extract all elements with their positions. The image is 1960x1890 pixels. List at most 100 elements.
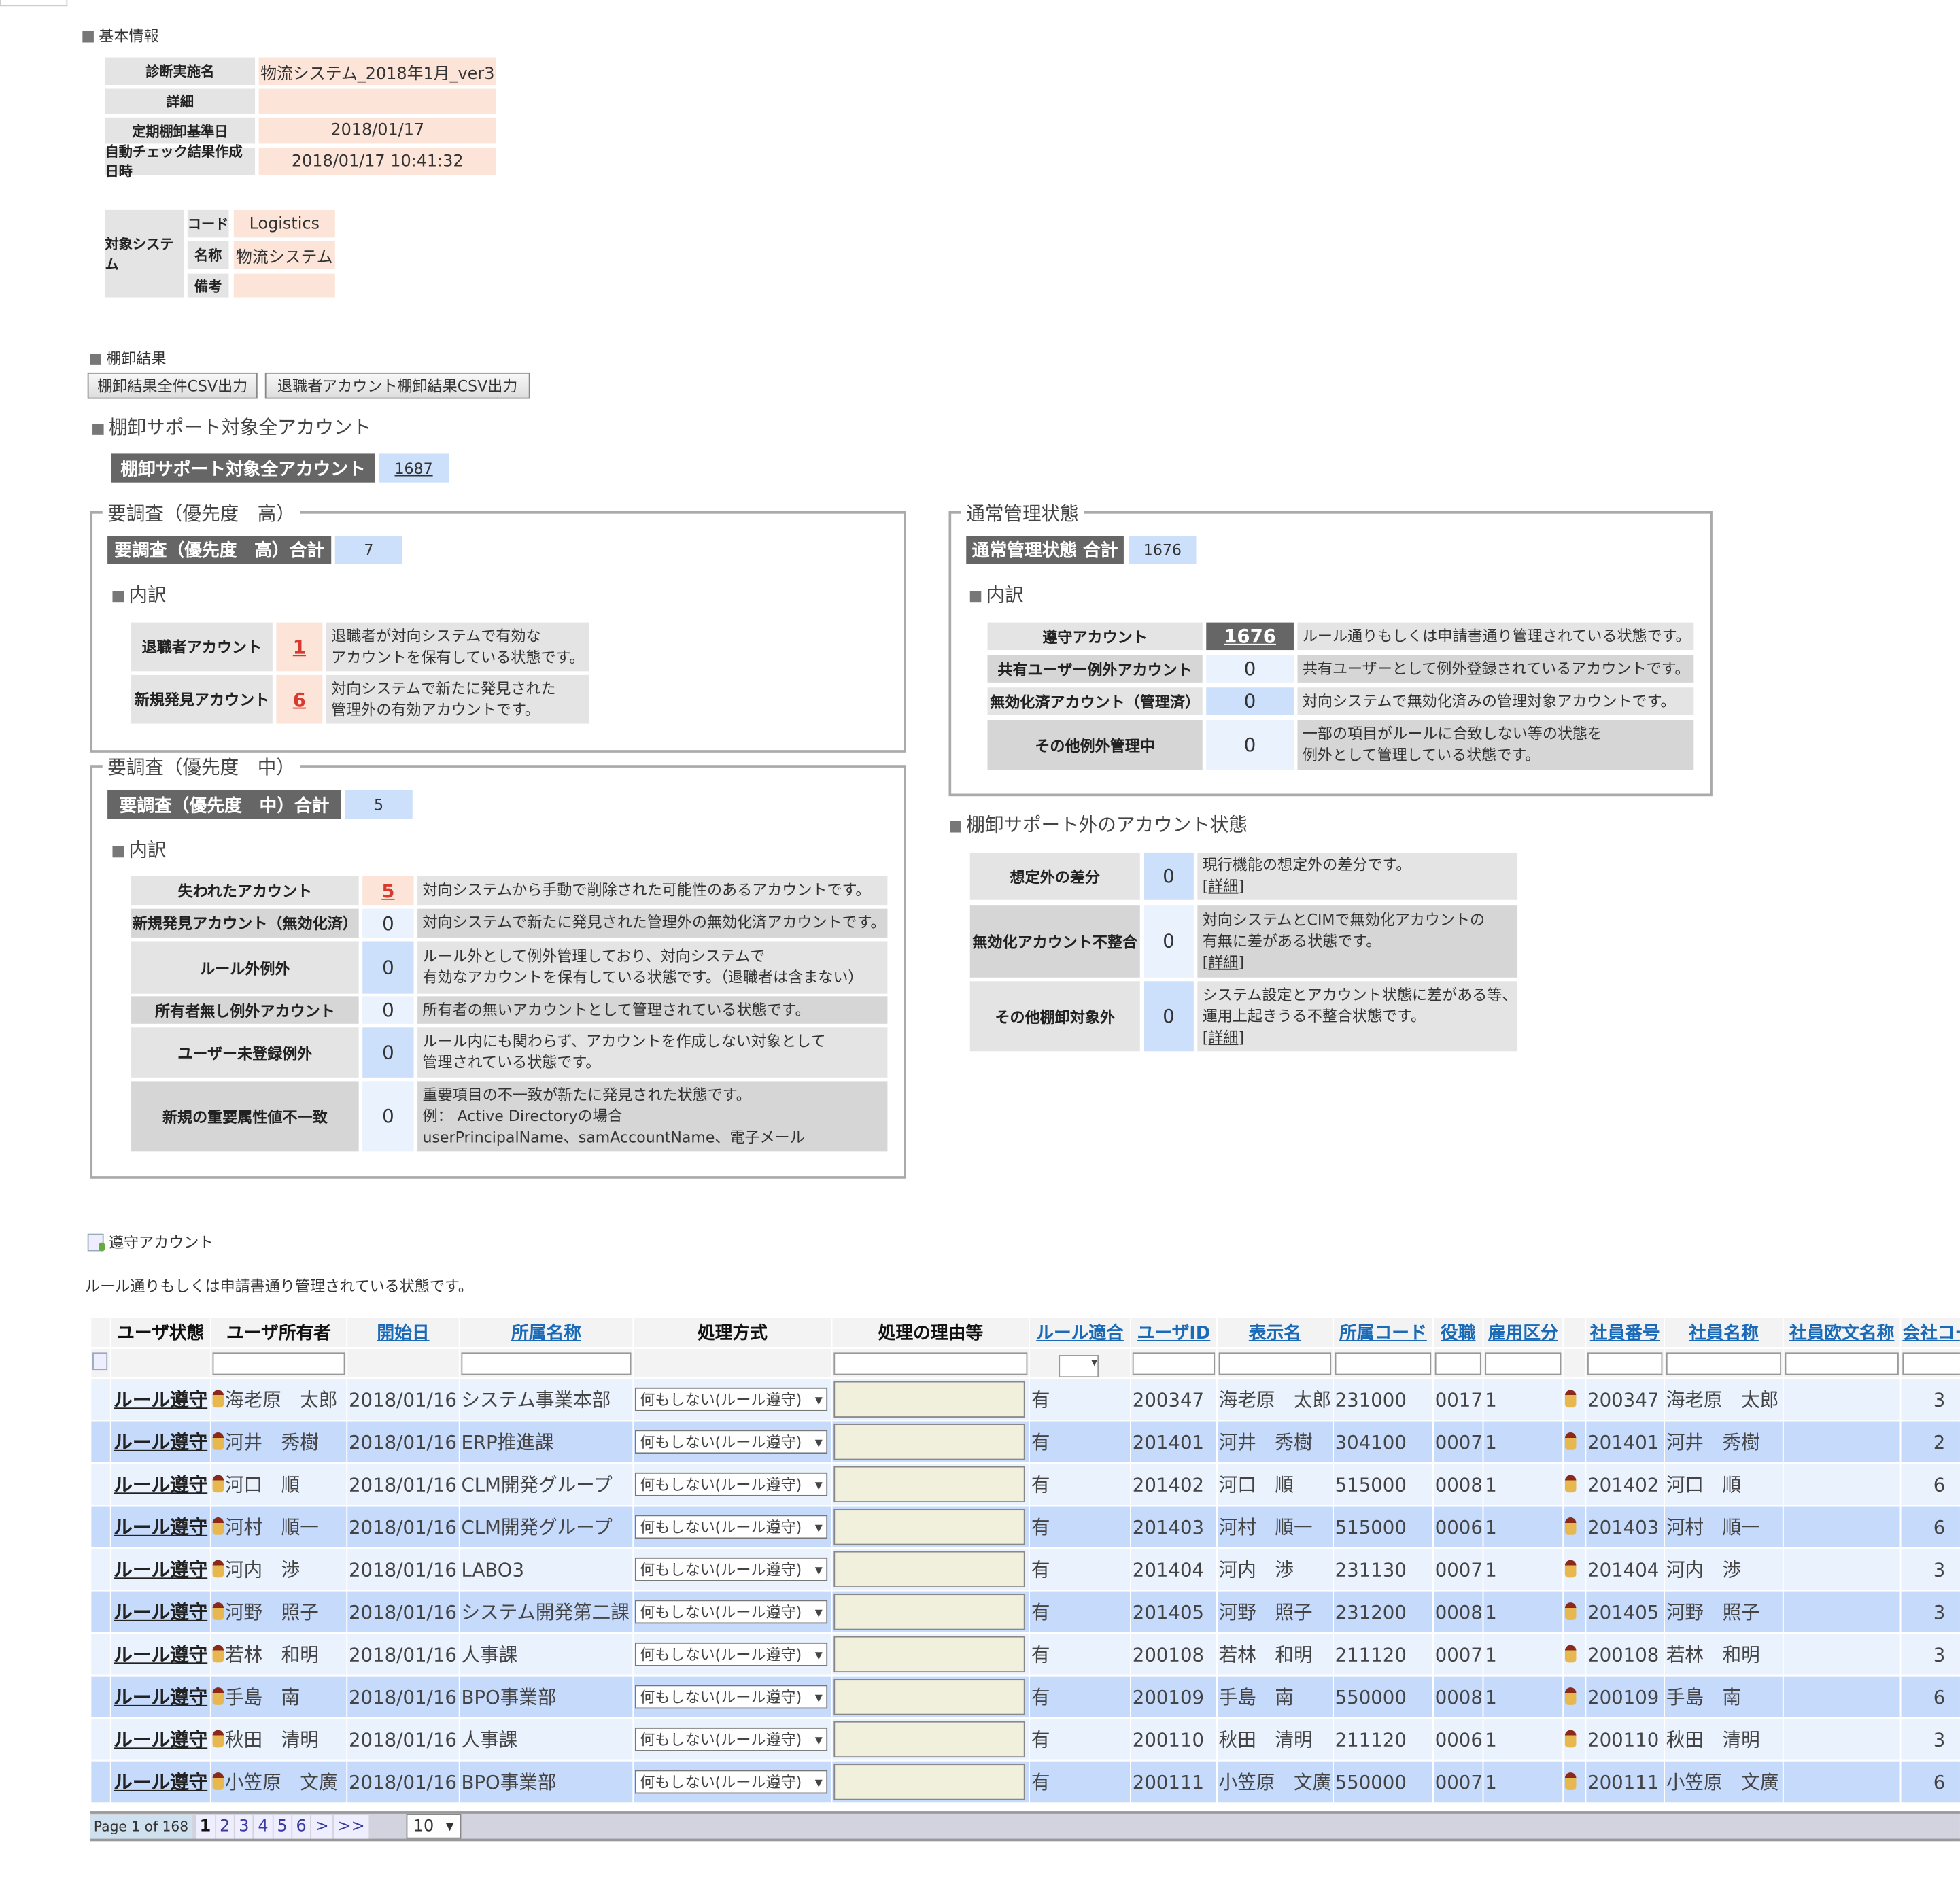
breakdown-count[interactable]: 0 — [1144, 905, 1194, 978]
cell-method[interactable]: 何もしない(ルール遵守) ▾ — [632, 1674, 833, 1719]
breakdown-count-value[interactable]: 0 — [1243, 689, 1256, 713]
cell-reason[interactable] — [831, 1674, 1031, 1719]
cell-method[interactable]: 何もしない(ルール遵守) ▾ — [632, 1632, 833, 1677]
rule-filter-select[interactable]: ▾ — [1059, 1355, 1099, 1377]
breakdown-count[interactable]: 0 — [362, 1027, 414, 1078]
column-header[interactable]: 役職 — [1432, 1316, 1484, 1349]
column-header[interactable]: 社員番号 — [1585, 1316, 1666, 1349]
breakdown-count[interactable]: 0 — [1144, 981, 1194, 1052]
filter-input[interactable] — [1218, 1352, 1332, 1375]
user-status-link[interactable]: ルール遵守 — [114, 1473, 208, 1496]
cell-status[interactable]: ルール遵守 — [109, 1717, 211, 1762]
filter-input[interactable] — [1902, 1352, 1960, 1375]
cell-status[interactable]: ルール遵守 — [109, 1759, 211, 1804]
reason-textarea[interactable] — [833, 1424, 1025, 1460]
filter-input[interactable] — [1666, 1352, 1782, 1375]
filter-input[interactable] — [1434, 1352, 1481, 1375]
breakdown-count[interactable]: 0 — [1206, 687, 1294, 715]
cell-method[interactable]: 何もしない(ルール遵守) ▾ — [632, 1590, 833, 1634]
breakdown-count[interactable]: 1676 — [1206, 622, 1294, 651]
reason-textarea[interactable] — [833, 1721, 1025, 1758]
last-page-link[interactable]: >> — [334, 1814, 369, 1838]
method-select[interactable]: 何もしない(ルール遵守) ▾ — [635, 1387, 828, 1411]
breakdown-count[interactable]: 0 — [1144, 852, 1194, 900]
breakdown-count[interactable]: 0 — [362, 996, 414, 1024]
next-page-link[interactable]: > — [311, 1814, 333, 1838]
breakdown-count-value[interactable]: 0 — [1163, 865, 1175, 888]
filter-input[interactable] — [1335, 1352, 1432, 1375]
filter-search-icon[interactable] — [92, 1352, 108, 1370]
column-header[interactable]: 雇用区分 — [1482, 1316, 1564, 1349]
column-header-label[interactable]: 会社コード — [1902, 1324, 1960, 1344]
column-header[interactable]: ユーザID — [1130, 1316, 1218, 1349]
breakdown-count-value[interactable]: 0 — [382, 956, 394, 979]
method-select[interactable]: 何もしない(ルール遵守) ▾ — [635, 1472, 828, 1496]
cell-method[interactable]: 何もしない(ルール遵守) ▾ — [632, 1717, 833, 1762]
breakdown-count-value[interactable]: 0 — [382, 999, 394, 1022]
filter-input[interactable] — [1785, 1352, 1899, 1375]
column-header-label[interactable]: 所属コード — [1339, 1324, 1427, 1344]
method-select[interactable]: 何もしない(ルール遵守) ▾ — [635, 1430, 828, 1454]
cell-reason[interactable] — [831, 1505, 1031, 1549]
reason-textarea[interactable] — [833, 1764, 1025, 1800]
page-link[interactable]: 1 — [196, 1814, 215, 1838]
cell-reason[interactable] — [831, 1462, 1031, 1507]
reason-textarea[interactable] — [833, 1466, 1025, 1502]
reason-textarea[interactable] — [833, 1509, 1025, 1545]
csv-all-button[interactable]: 棚卸結果全件CSV出力 — [87, 372, 258, 399]
cell-method[interactable]: 何もしない(ルール遵守) ▾ — [632, 1462, 833, 1507]
column-header[interactable]: 開始日 — [346, 1316, 460, 1349]
cell-status[interactable]: ルール遵守 — [109, 1632, 211, 1677]
breakdown-count-value[interactable]: 0 — [1243, 734, 1256, 757]
method-select[interactable]: 何もしない(ルール遵守) ▾ — [635, 1515, 828, 1539]
breakdown-count-value[interactable]: 5 — [381, 879, 395, 902]
column-header-label[interactable]: 社員欧文名称 — [1789, 1324, 1895, 1344]
cell-status[interactable]: ルール遵守 — [109, 1674, 211, 1719]
filter-input[interactable] — [1485, 1352, 1562, 1375]
reason-textarea[interactable] — [833, 1679, 1025, 1715]
all-accounts-count[interactable]: 1687 — [379, 453, 449, 483]
filter-input[interactable] — [1132, 1352, 1216, 1375]
breakdown-count-value[interactable]: 6 — [292, 688, 306, 711]
column-header-label[interactable]: ユーザID — [1137, 1324, 1211, 1344]
user-status-link[interactable]: ルール遵守 — [114, 1516, 208, 1539]
page-link[interactable]: 6 — [292, 1814, 311, 1838]
breakdown-count[interactable]: 1 — [276, 622, 323, 672]
column-header[interactable]: ルール適合 — [1029, 1316, 1131, 1349]
cell-reason[interactable] — [831, 1420, 1031, 1464]
page-link[interactable]: 3 — [235, 1814, 254, 1838]
user-status-link[interactable]: ルール遵守 — [114, 1686, 208, 1709]
breakdown-count-value[interactable]: 0 — [1163, 929, 1175, 953]
filter-input[interactable] — [212, 1352, 345, 1375]
user-status-link[interactable]: ルール遵守 — [114, 1728, 208, 1751]
cell-method[interactable]: 何もしない(ルール遵守) ▾ — [632, 1505, 833, 1549]
column-header-label[interactable]: 所属名称 — [511, 1324, 581, 1344]
breakdown-count-value[interactable]: 0 — [382, 912, 394, 935]
cell-method[interactable]: 何もしない(ルール遵守) ▾ — [632, 1420, 833, 1464]
detail-link[interactable]: [詳細] — [1202, 952, 1245, 971]
column-header-label[interactable]: 社員番号 — [1589, 1324, 1660, 1344]
column-header[interactable]: 会社コード — [1899, 1316, 1960, 1349]
cell-reason[interactable] — [831, 1759, 1031, 1804]
breakdown-count[interactable]: 0 — [1206, 655, 1294, 683]
reason-textarea[interactable] — [833, 1381, 1025, 1418]
column-header[interactable]: 社員名称 — [1664, 1316, 1784, 1349]
cell-reason[interactable] — [831, 1632, 1031, 1677]
column-header[interactable]: 所属名称 — [458, 1316, 634, 1349]
page-size-select[interactable]: 10 ▾ — [406, 1813, 462, 1839]
user-status-link[interactable]: ルール遵守 — [114, 1388, 208, 1411]
column-header[interactable]: 所属コード — [1332, 1316, 1434, 1349]
breakdown-count[interactable]: 5 — [362, 876, 414, 906]
column-header-label[interactable]: 表示名 — [1248, 1324, 1301, 1344]
cell-method[interactable]: 何もしない(ルール遵守) ▾ — [632, 1547, 833, 1592]
user-status-link[interactable]: ルール遵守 — [114, 1558, 208, 1581]
breakdown-count-value[interactable]: 0 — [382, 1041, 394, 1064]
column-header[interactable]: 社員欧文名称 — [1782, 1316, 1902, 1349]
breakdown-count[interactable]: 0 — [362, 1081, 414, 1152]
reason-textarea[interactable] — [833, 1551, 1025, 1588]
breakdown-count[interactable]: 6 — [276, 674, 323, 724]
user-status-link[interactable]: ルール遵守 — [114, 1601, 208, 1624]
cell-reason[interactable] — [831, 1547, 1031, 1592]
page-link[interactable]: 4 — [254, 1814, 273, 1838]
cell-reason[interactable] — [831, 1717, 1031, 1762]
